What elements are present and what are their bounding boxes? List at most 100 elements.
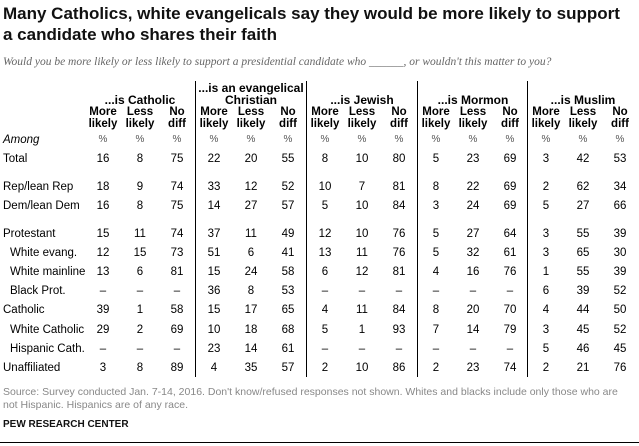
- table-cell: 11: [356, 304, 368, 316]
- table-cell: 69: [503, 200, 517, 212]
- subhead-line1: Less: [348, 106, 376, 118]
- subhead-line2: likely: [347, 118, 377, 130]
- table-cell: –: [506, 343, 514, 355]
- table-cell: 52: [281, 181, 295, 193]
- table-cell: 84: [392, 200, 406, 212]
- table-cell: 5: [432, 247, 440, 259]
- group-header: ...is Catholic: [104, 93, 176, 107]
- table-cell: 7: [358, 181, 366, 193]
- table-cell: 2: [542, 181, 550, 193]
- percent-sign: %: [541, 134, 551, 145]
- row-label: Protestant: [3, 228, 56, 240]
- row-label: White Catholic: [10, 324, 85, 336]
- subhead-line1: More: [422, 106, 450, 118]
- table-cell: 58: [170, 304, 184, 316]
- table-cell: 81: [392, 181, 406, 193]
- table-cell: 4: [321, 304, 329, 316]
- table-cell: 18: [96, 181, 110, 193]
- table-cell: 24: [466, 200, 480, 212]
- table-cell: 76: [392, 228, 406, 240]
- table-cell: 3: [432, 200, 440, 212]
- subhead-line1: More: [200, 106, 228, 118]
- table-cell: 1: [136, 304, 144, 316]
- percent-sign: %: [172, 134, 182, 145]
- subhead-line2: likely: [125, 118, 155, 130]
- subhead-line1: No: [502, 106, 518, 118]
- table-cell: 16: [96, 200, 110, 212]
- table-cell: 37: [207, 228, 221, 240]
- percent-sign: %: [246, 134, 256, 145]
- table-cell: 11: [356, 247, 368, 259]
- table-cell: 3: [542, 324, 550, 336]
- table-cell: 8: [432, 304, 440, 316]
- table-cell: 57: [281, 362, 295, 374]
- column-divider: [195, 81, 196, 377]
- subhead-line1: Less: [126, 106, 154, 118]
- table-cell: –: [469, 285, 477, 297]
- table-cell: 93: [392, 324, 406, 336]
- table-cell: 23: [466, 362, 480, 374]
- table-cell: –: [173, 343, 181, 355]
- table-cell: 15: [207, 304, 221, 316]
- table-cell: 27: [466, 228, 480, 240]
- table-cell: 10: [355, 200, 369, 212]
- table-cell: 3: [542, 153, 550, 165]
- source-note: Source: Survey conducted Jan. 7-14, 2016…: [3, 386, 618, 411]
- subhead-line1: Less: [237, 106, 265, 118]
- column-divider: [527, 81, 528, 377]
- percent-sign: %: [283, 134, 293, 145]
- column-divider: [306, 81, 307, 377]
- table-cell: –: [99, 285, 107, 297]
- group-header: ...is Muslim: [550, 93, 616, 107]
- table-cell: 52: [613, 285, 627, 297]
- row-label: Unaffiliated: [3, 362, 61, 374]
- table-cell: 6: [321, 266, 329, 278]
- table-cell: 15: [207, 266, 221, 278]
- table-cell: 2: [136, 324, 144, 336]
- table-cell: 53: [281, 285, 295, 297]
- table-cell: 2: [542, 362, 550, 374]
- percent-sign: %: [135, 134, 145, 145]
- subhead-line2: likely: [458, 118, 488, 130]
- percent-sign: %: [615, 134, 625, 145]
- table-cell: 7: [432, 324, 440, 336]
- column-divider: [417, 81, 418, 377]
- table-cell: 14: [244, 343, 258, 355]
- figure-title: Many Catholics, white evangelicals say t…: [3, 4, 620, 44]
- table-cell: 27: [244, 200, 258, 212]
- table-cell: 80: [392, 153, 406, 165]
- table-cell: –: [173, 285, 181, 297]
- table-cell: 75: [170, 200, 184, 212]
- table-cell: 6: [247, 247, 255, 259]
- subhead-line2: diff: [501, 118, 519, 130]
- percent-sign: %: [505, 134, 515, 145]
- table-cell: 34: [613, 181, 627, 193]
- row-label: Total: [3, 153, 28, 165]
- table-cell: 23: [207, 343, 221, 355]
- table-cell: 20: [244, 153, 258, 165]
- subhead-line2: likely: [199, 118, 229, 130]
- subhead-line2: likely: [531, 118, 561, 130]
- table-cell: 44: [576, 304, 590, 316]
- table-cell: 55: [281, 153, 295, 165]
- table-cell: 8: [432, 181, 440, 193]
- table-cell: –: [395, 285, 403, 297]
- table-cell: 10: [355, 362, 369, 374]
- table-cell: –: [395, 343, 403, 355]
- table-cell: 14: [207, 200, 221, 212]
- table-cell: 62: [576, 181, 590, 193]
- row-label: White mainline: [10, 266, 86, 278]
- table-cell: 4: [210, 362, 218, 374]
- table-cell: –: [469, 343, 477, 355]
- row-label: Rep/lean Rep: [3, 181, 74, 193]
- table-cell: 45: [576, 324, 590, 336]
- percent-sign: %: [209, 134, 219, 145]
- table-cell: 15: [96, 228, 110, 240]
- table-cell: –: [432, 285, 440, 297]
- table-cell: 74: [170, 181, 184, 193]
- table-cell: 29: [96, 324, 110, 336]
- table-cell: 74: [170, 228, 184, 240]
- table-cell: 10: [355, 228, 369, 240]
- table-cell: 13: [318, 247, 332, 259]
- table-cell: 46: [576, 343, 590, 355]
